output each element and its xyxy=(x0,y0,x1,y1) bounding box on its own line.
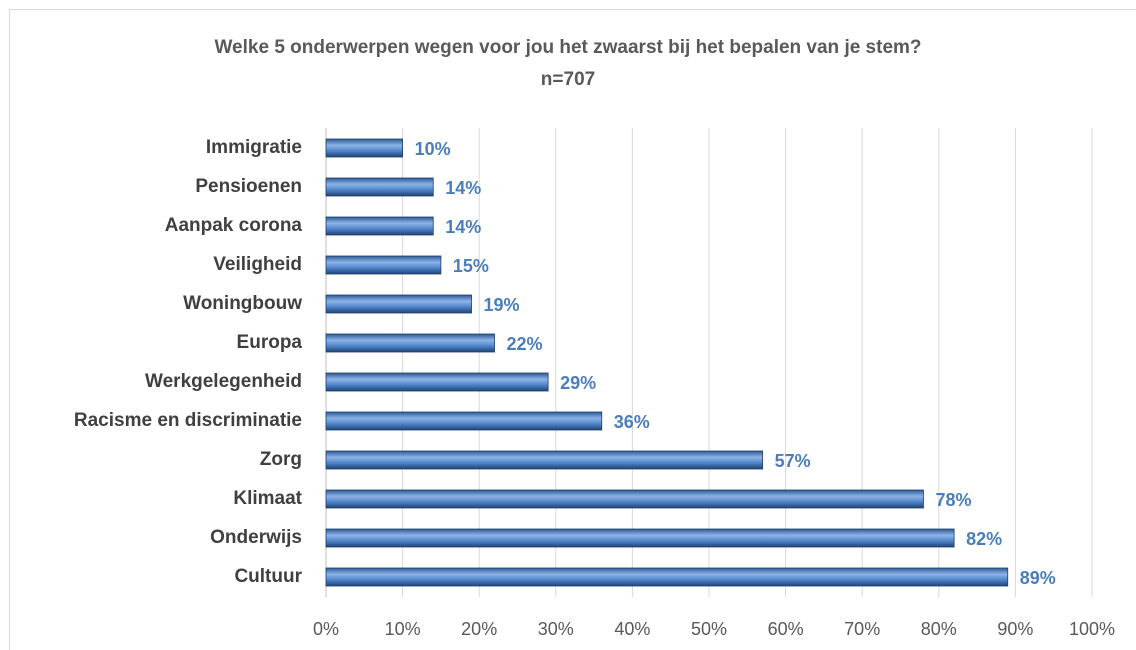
x-tick-label: 50% xyxy=(691,619,727,639)
x-tick-label: 0% xyxy=(313,619,339,639)
y-tick-label: Aanpak corona xyxy=(165,215,303,236)
bar xyxy=(325,216,434,236)
chart-subtitle: n=707 xyxy=(541,69,595,90)
chart-title: Welke 5 onderwerpen wegen voor jou het z… xyxy=(214,37,921,58)
y-tick-label: Racisme en discriminatie xyxy=(74,410,302,431)
x-tick-label: 20% xyxy=(461,619,497,639)
bar xyxy=(325,528,955,548)
bar xyxy=(325,255,442,275)
value-label: 89% xyxy=(1020,568,1056,588)
y-tick-label: Werkgelegenheid xyxy=(145,371,302,392)
y-tick-label: Veiligheid xyxy=(213,254,302,275)
bar xyxy=(325,294,472,314)
value-label: 29% xyxy=(560,373,596,393)
bar xyxy=(325,411,603,431)
x-tick-label: 60% xyxy=(768,619,804,639)
value-label: 57% xyxy=(775,451,811,471)
value-label: 19% xyxy=(484,295,520,315)
value-label: 36% xyxy=(614,412,650,432)
value-label: 15% xyxy=(453,256,489,276)
y-tick-label: Woningbouw xyxy=(183,293,302,314)
x-tick-label: 10% xyxy=(385,619,421,639)
bar xyxy=(325,489,924,509)
y-tick-label: Immigratie xyxy=(206,137,302,158)
value-label: 78% xyxy=(935,490,971,510)
value-label: 14% xyxy=(445,178,481,198)
bar xyxy=(325,372,549,392)
bar xyxy=(325,138,403,158)
value-label: 14% xyxy=(445,217,481,237)
x-tick-label: 80% xyxy=(921,619,957,639)
y-tick-label: Cultuur xyxy=(234,566,302,587)
x-tick-label: 30% xyxy=(538,619,574,639)
x-tick-label: 40% xyxy=(614,619,650,639)
y-tick-label: Europa xyxy=(237,332,303,353)
x-tick-label: 90% xyxy=(997,619,1033,639)
bar xyxy=(325,567,1009,587)
x-tick-label: 70% xyxy=(844,619,880,639)
y-tick-label: Zorg xyxy=(260,449,302,470)
bar xyxy=(325,177,434,197)
y-tick-label: Klimaat xyxy=(233,488,302,509)
bar xyxy=(325,333,495,353)
chart-border xyxy=(9,9,1136,650)
bar xyxy=(325,450,764,470)
y-tick-label: Onderwijs xyxy=(210,527,302,548)
y-tick-label: Pensioenen xyxy=(195,176,302,197)
value-label: 82% xyxy=(966,529,1002,549)
value-label: 22% xyxy=(507,334,543,354)
x-tick-label: 100% xyxy=(1069,619,1115,639)
value-label: 10% xyxy=(415,139,451,159)
